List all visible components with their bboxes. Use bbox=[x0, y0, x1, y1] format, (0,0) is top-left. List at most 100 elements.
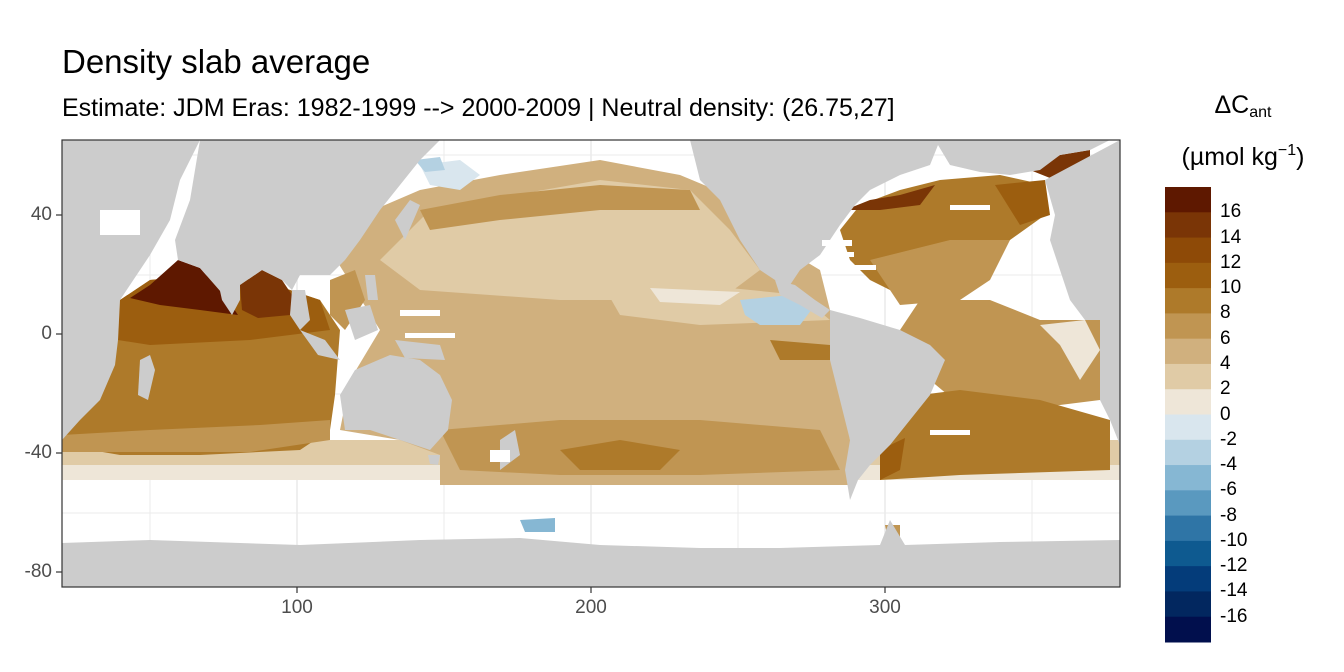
land-japan bbox=[395, 200, 420, 240]
land bbox=[62, 140, 1120, 587]
legend-label-9: -2 bbox=[1220, 428, 1237, 450]
field-okhotsk-blue bbox=[415, 157, 445, 172]
legend-label-2: 12 bbox=[1220, 251, 1242, 273]
legend-label-5: 6 bbox=[1220, 327, 1231, 349]
axis-ticks bbox=[56, 214, 886, 593]
legend-swatch-2 bbox=[1165, 237, 1211, 264]
land-india bbox=[215, 268, 240, 315]
fleck-9 bbox=[490, 450, 510, 462]
field-east-atlantic-light bbox=[1040, 320, 1100, 380]
land-philippines bbox=[365, 275, 378, 300]
legend-label-15: -14 bbox=[1220, 580, 1248, 602]
ytick-label-m80: -80 bbox=[24, 561, 52, 582]
legend-label-3: 10 bbox=[1220, 277, 1242, 299]
legend-label-1: 14 bbox=[1220, 226, 1242, 248]
field-weddell-small bbox=[520, 518, 555, 532]
no-data-flecks bbox=[100, 205, 990, 462]
fleck-4 bbox=[950, 205, 990, 210]
land-africa-east bbox=[62, 140, 200, 440]
legend-title-sub: ant bbox=[1249, 104, 1272, 121]
land-borneo bbox=[345, 305, 378, 340]
field-subpolar-pacific bbox=[420, 185, 700, 230]
legend-swatch-14 bbox=[1165, 540, 1211, 567]
legend-swatch-5 bbox=[1165, 313, 1211, 340]
xtick-label-100: 100 bbox=[281, 597, 313, 618]
land-tasmania bbox=[428, 455, 440, 465]
legend-label-6: 4 bbox=[1220, 352, 1231, 374]
fleck-2 bbox=[830, 252, 854, 257]
land-madagascar bbox=[138, 355, 155, 400]
legend-unit-close: ) bbox=[1296, 143, 1305, 171]
land-south-america bbox=[830, 310, 945, 500]
legend-swatch-9 bbox=[1165, 414, 1211, 441]
legend-swatch-13 bbox=[1165, 515, 1211, 542]
legend-label-10: -4 bbox=[1220, 454, 1237, 476]
legend-swatch-1 bbox=[1165, 212, 1211, 239]
land-north-america bbox=[690, 140, 940, 285]
legend-swatch-11 bbox=[1165, 465, 1211, 491]
land-se-asia bbox=[290, 290, 310, 330]
legend-label-11: -6 bbox=[1220, 479, 1237, 501]
legend-label-12: -8 bbox=[1220, 504, 1237, 526]
legend-swatch-3 bbox=[1165, 262, 1211, 289]
ytick-label-0: 0 bbox=[41, 323, 52, 344]
fleck-8 bbox=[100, 210, 140, 235]
land-australia bbox=[340, 355, 452, 450]
field-peru-band bbox=[770, 340, 840, 360]
land-central-america bbox=[775, 280, 830, 318]
field-labrador bbox=[995, 180, 1050, 225]
legend-swatch-15 bbox=[1165, 566, 1211, 592]
field-atlantic-north-edge bbox=[845, 185, 935, 210]
field-north-atlantic-light bbox=[870, 240, 1010, 305]
legend-swatch-0 bbox=[1165, 187, 1211, 213]
xtick-label-300: 300 bbox=[869, 597, 901, 618]
legend-unit-main: (µmol kg bbox=[1181, 143, 1278, 171]
legend-swatch-12 bbox=[1165, 490, 1211, 517]
fleck-1 bbox=[822, 240, 852, 246]
field-indian-mid bbox=[62, 420, 330, 452]
legend-title: ΔCant (µmol kg−1) bbox=[1158, 86, 1328, 176]
legend-swatch-17 bbox=[1165, 616, 1211, 643]
legend-title-line2: (µmol kg−1) bbox=[1158, 132, 1328, 176]
field-south-pacific-core bbox=[560, 440, 680, 470]
legend-swatch-7 bbox=[1165, 363, 1211, 390]
legend-swatch-4 bbox=[1165, 288, 1211, 314]
land-greenland bbox=[935, 140, 1110, 175]
legend-label-7: 2 bbox=[1220, 378, 1231, 400]
field-greenland-coast bbox=[1030, 150, 1090, 180]
legend-swatch-8 bbox=[1165, 389, 1211, 415]
fleck-6 bbox=[400, 310, 440, 316]
legend-swatch-10 bbox=[1165, 439, 1211, 466]
legend-colorbar bbox=[1165, 187, 1211, 643]
legend-label-14: -12 bbox=[1220, 555, 1248, 577]
land-europe-africa bbox=[1045, 140, 1120, 445]
legend-label-4: 8 bbox=[1220, 302, 1231, 324]
ytick-label-m40: -40 bbox=[24, 442, 52, 463]
legend-unit-exp: −1 bbox=[1277, 142, 1297, 159]
land-eurasia bbox=[175, 140, 440, 300]
field-china-sea bbox=[330, 270, 365, 330]
legend-swatch-6 bbox=[1165, 338, 1211, 365]
chart-title: Density slab average bbox=[62, 43, 371, 80]
field-south-atlantic bbox=[880, 390, 1110, 480]
legend-label-16: -16 bbox=[1220, 605, 1248, 627]
field-equatorial-white bbox=[650, 288, 740, 305]
land-new-guinea bbox=[395, 340, 445, 360]
legend-label-8: 0 bbox=[1220, 403, 1231, 425]
legend-label-0: 16 bbox=[1220, 201, 1242, 223]
xtick-label-200: 200 bbox=[575, 597, 607, 618]
ytick-label-40: 40 bbox=[30, 204, 52, 225]
fleck-5 bbox=[930, 430, 970, 435]
fleck-3 bbox=[850, 265, 876, 270]
fleck-7 bbox=[405, 333, 455, 338]
legend-title-main: ΔC bbox=[1214, 91, 1250, 119]
legend-swatch-16 bbox=[1165, 591, 1211, 618]
legend-title-line1: ΔCant bbox=[1158, 86, 1328, 132]
chart-subtitle: Estimate: JDM Eras: 1982-1999 --> 2000-2… bbox=[62, 94, 895, 122]
legend-label-13: -10 bbox=[1220, 529, 1248, 551]
land-antarctica bbox=[62, 520, 1120, 587]
field-bay-of-bengal bbox=[240, 270, 292, 318]
land-sumatra bbox=[300, 330, 340, 360]
field-arabian-sea bbox=[130, 260, 238, 315]
